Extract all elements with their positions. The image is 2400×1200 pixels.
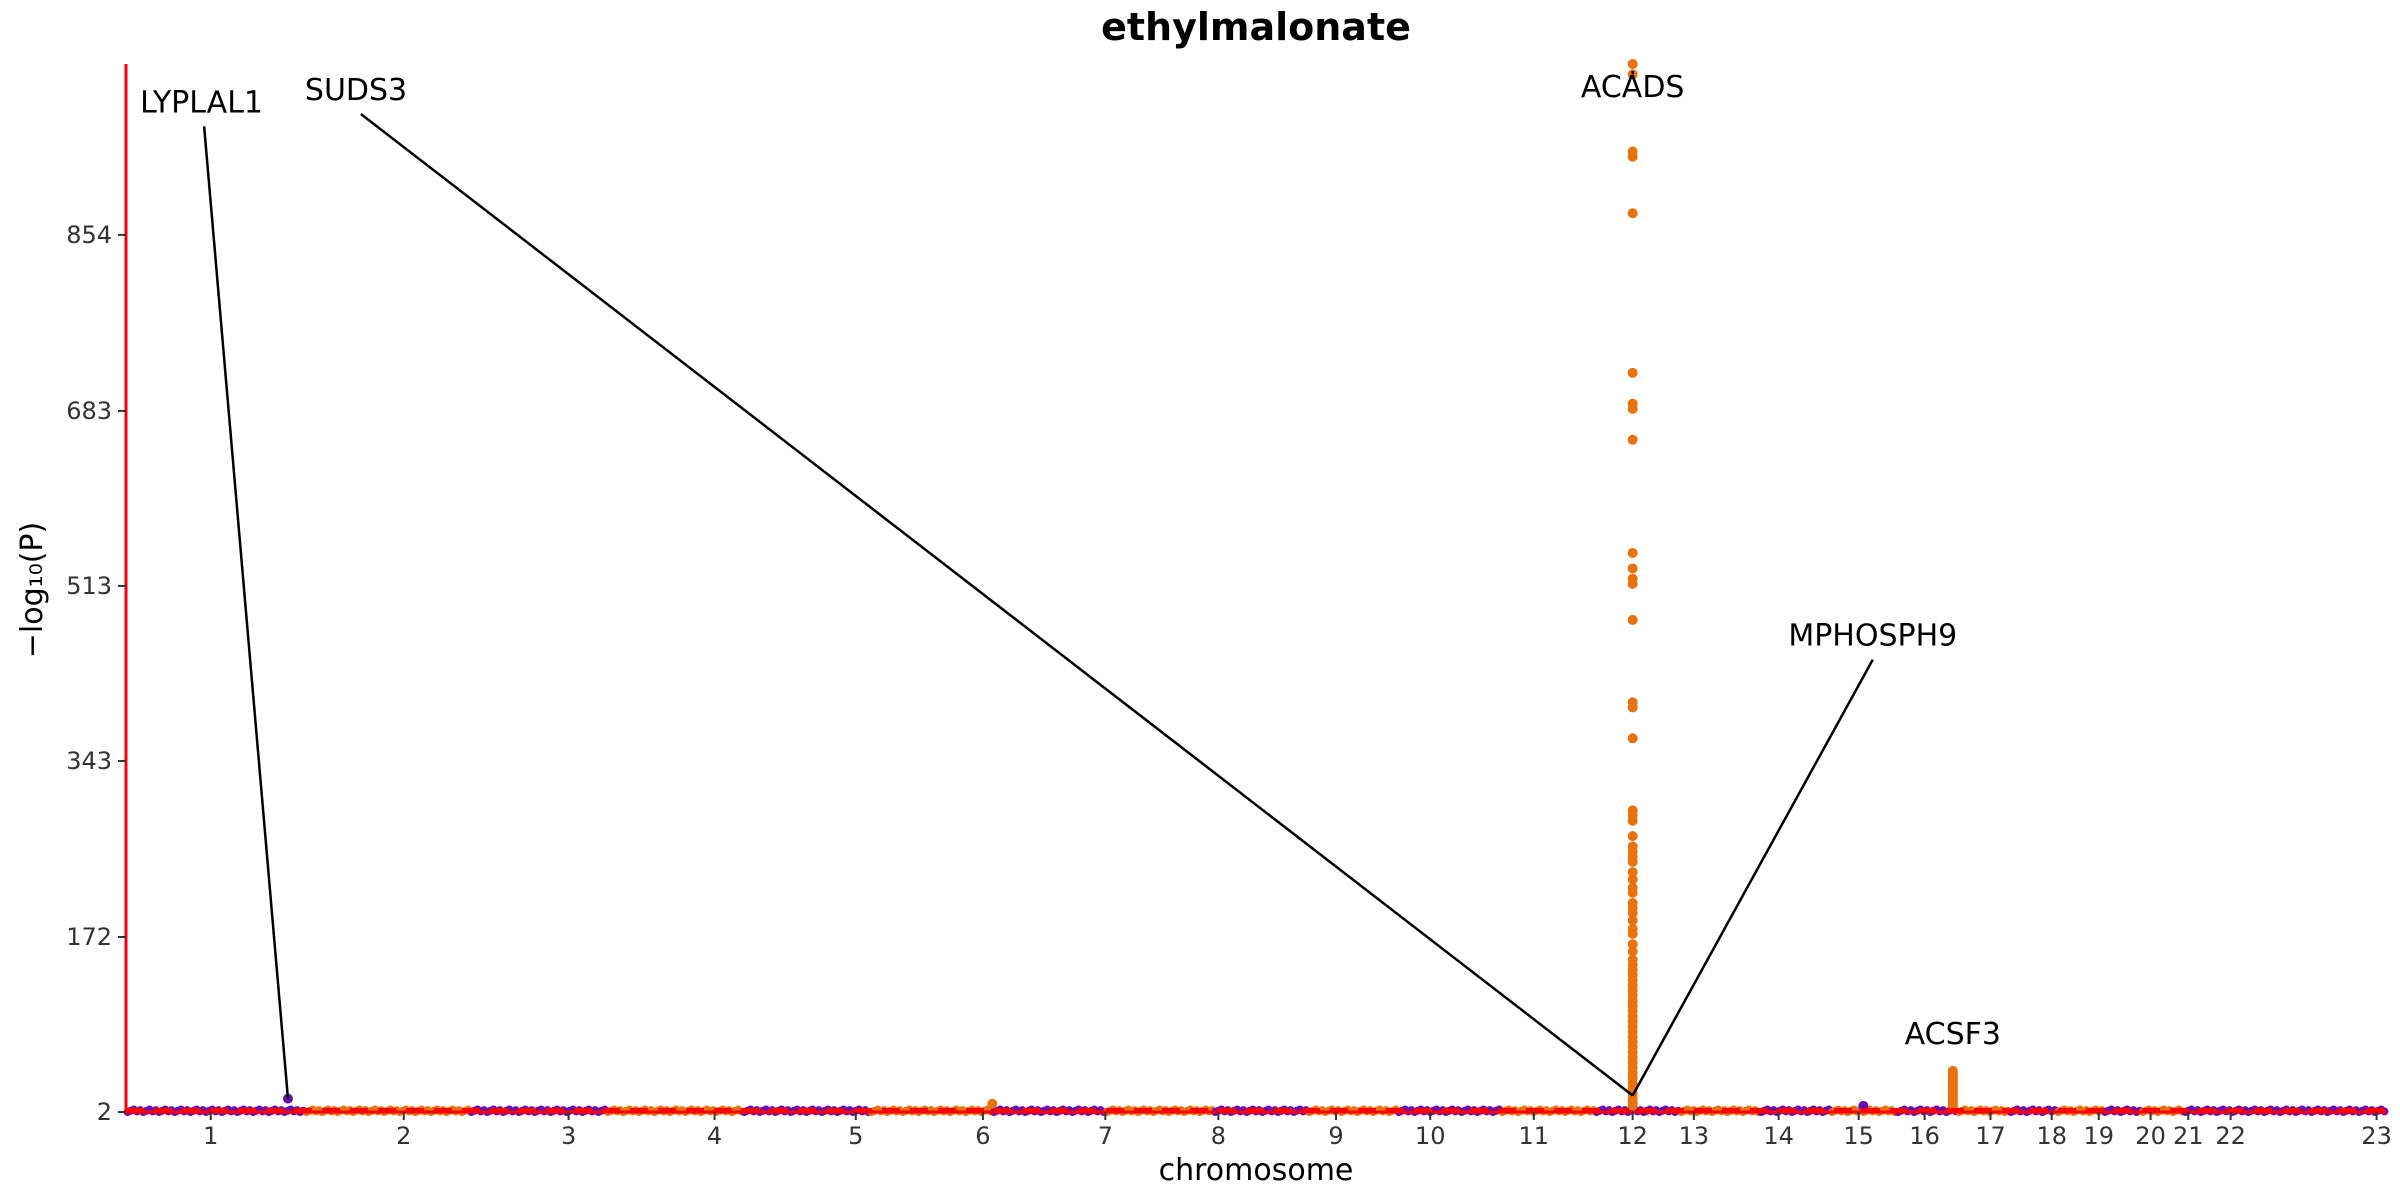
- annotation-connector: [202, 126, 290, 1099]
- x-tick-label: 13: [1679, 1122, 1710, 1150]
- gene-label: SUDS3: [305, 73, 407, 108]
- x-tick-label: 4: [707, 1122, 722, 1150]
- y-tick-label: 683: [66, 397, 112, 425]
- x-tick-label: 10: [1415, 1122, 1446, 1150]
- annotation-connector: [360, 113, 1634, 1097]
- x-tick-label: 6: [975, 1122, 990, 1150]
- x-tick-label: 21: [2173, 1122, 2204, 1150]
- data-point: [1627, 578, 1638, 589]
- y-tick-label: 854: [66, 221, 112, 249]
- data-point: [1627, 151, 1638, 162]
- x-tick-label: 5: [848, 1122, 863, 1150]
- x-tick-label: 14: [1763, 1122, 1794, 1150]
- x-tick-label: 23: [2361, 1122, 2392, 1150]
- gene-label: ACADS: [1581, 70, 1685, 105]
- data-point: [1627, 874, 1638, 885]
- x-tick-label: 18: [2036, 1122, 2067, 1150]
- x-tick-label: 16: [1909, 1122, 1940, 1150]
- data-point: [1627, 887, 1638, 898]
- data-point: [1627, 946, 1638, 957]
- data-point: [1627, 403, 1638, 414]
- data-point: [1627, 733, 1638, 744]
- data-point: [1627, 939, 1638, 950]
- data-point: [1627, 1100, 1638, 1111]
- data-point: [1627, 367, 1638, 378]
- y-tick-label: 343: [66, 747, 112, 775]
- y-tick-label: 2: [97, 1098, 112, 1126]
- data-point: [1627, 867, 1638, 878]
- data-point: [987, 1098, 998, 1109]
- data-point: [1627, 702, 1638, 713]
- data-point: [1627, 815, 1638, 826]
- x-tick-label: 1: [203, 1122, 218, 1150]
- x-tick-label: 9: [1328, 1122, 1343, 1150]
- x-tick-label: 7: [1098, 1122, 1113, 1150]
- data-point: [1627, 208, 1638, 219]
- data-point: [1627, 928, 1638, 939]
- x-tick-label: 15: [1843, 1122, 1874, 1150]
- data-point: [1627, 547, 1638, 558]
- gene-label: ACSF3: [1905, 1017, 2001, 1052]
- x-tick-label: 11: [1519, 1122, 1550, 1150]
- data-point: [1627, 614, 1638, 625]
- gene-label: MPHOSPH9: [1788, 619, 1957, 654]
- data-point: [1627, 59, 1638, 69]
- y-tick-label: 172: [66, 923, 112, 951]
- x-tick-label: 20: [2135, 1122, 2166, 1150]
- x-tick-label: 17: [1975, 1122, 2006, 1150]
- x-tick-label: 12: [1617, 1122, 1648, 1150]
- data-point: [1627, 563, 1638, 574]
- x-tick-label: 19: [2084, 1122, 2115, 1150]
- data-point: [1627, 434, 1638, 445]
- x-axis-label: chromosome: [1159, 1153, 1354, 1188]
- data-point: [1627, 856, 1638, 867]
- x-tick-label: 2: [396, 1122, 411, 1150]
- x-tick-label: 8: [1211, 1122, 1226, 1150]
- data-point: [1627, 908, 1638, 919]
- chart-title: ethylmalonate: [1101, 5, 1411, 49]
- x-tick-label: 3: [561, 1122, 576, 1150]
- annotation-connector: [1631, 659, 1874, 1097]
- data-point: [1627, 831, 1638, 842]
- y-tick-label: 513: [66, 572, 112, 600]
- y-axis-label: −log₁₀(P): [15, 522, 50, 658]
- x-tick-label: 22: [2215, 1122, 2246, 1150]
- gene-label: LYPLAL1: [140, 85, 263, 120]
- data-point: [1627, 915, 1638, 926]
